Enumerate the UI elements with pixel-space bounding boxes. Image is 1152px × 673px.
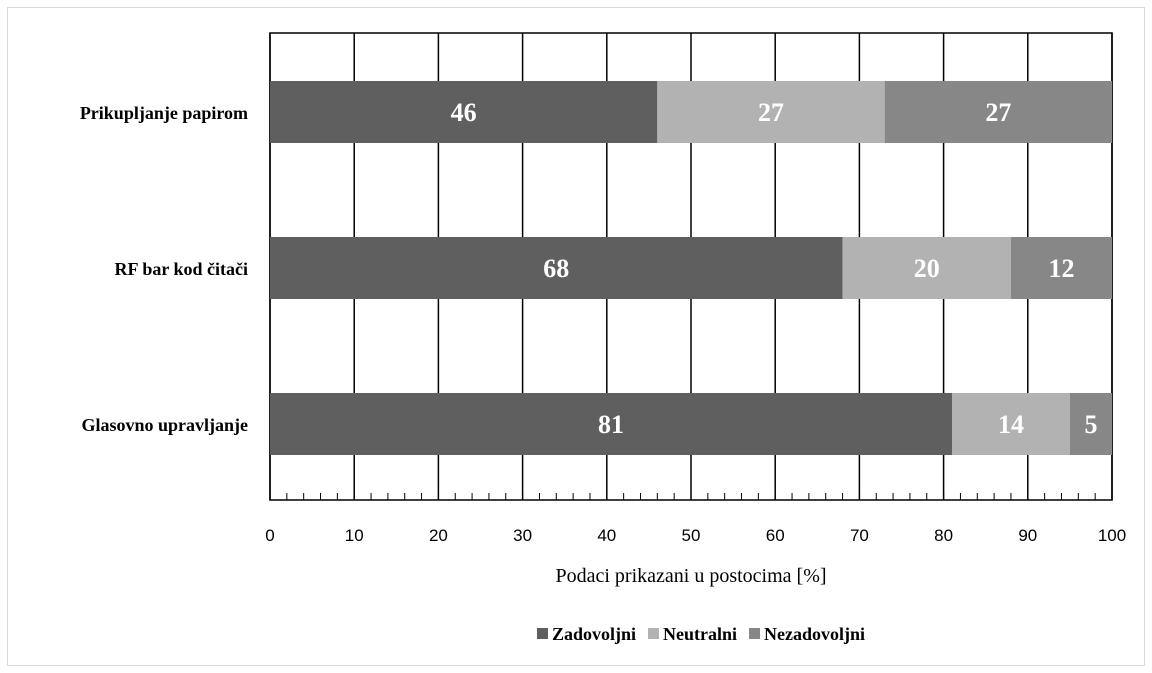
legend: Zadovoljni Neutralni Nezadovoljni — [536, 624, 865, 644]
bar-segment — [952, 393, 1070, 455]
bar-segment — [270, 393, 953, 455]
bar-segment — [1010, 237, 1112, 299]
x-tick-label: 90 — [1018, 526, 1037, 545]
category-label: Glasovno upravljanje — [81, 415, 248, 435]
legend-item: Zadovoljni — [536, 624, 636, 644]
legend-swatch — [749, 628, 761, 639]
x-tick-label: 0 — [265, 526, 274, 545]
data-label: 27 — [758, 98, 784, 127]
data-label: 27 — [985, 98, 1011, 127]
data-label: 5 — [1084, 410, 1097, 439]
bar-segment — [884, 81, 1112, 143]
bar-segment — [842, 237, 1011, 299]
data-label: 46 — [451, 98, 477, 127]
x-tick-label: 20 — [429, 526, 448, 545]
data-label: 68 — [543, 254, 569, 283]
bar-segment — [270, 237, 843, 299]
legend-item: Nezadovoljni — [749, 624, 865, 644]
axes-group: 0 10 20 30 40 50 60 70 80 90 100 Prikupljanje papir… — [80, 103, 1126, 587]
x-tick-label: 30 — [513, 526, 532, 545]
category-label: Prikupljanje papirom — [80, 103, 248, 123]
x-tick-label: 60 — [766, 526, 785, 545]
labels-group: 46 27 27 68 20 12 81 14 5 — [451, 98, 1098, 439]
data-label: 20 — [914, 254, 940, 283]
legend-swatch — [648, 628, 660, 639]
bar-segment — [270, 81, 658, 143]
data-label: 14 — [998, 410, 1024, 439]
legend-swatch — [536, 628, 548, 639]
x-tick-label: 80 — [934, 526, 953, 545]
x-tick-label: 40 — [597, 526, 616, 545]
x-tick-label: 50 — [682, 526, 701, 545]
x-tick-label: 100 — [1098, 526, 1126, 545]
data-label: 81 — [598, 410, 624, 439]
x-tick-label: 10 — [345, 526, 364, 545]
x-axis-title: Podaci prikazani u postocima [%] — [555, 565, 826, 587]
legend-label: Neutralni — [663, 624, 737, 644]
legend-item: Neutralni — [648, 624, 737, 644]
bar-segment — [1069, 393, 1112, 455]
bars-group — [270, 81, 1112, 455]
legend-label: Nezadovoljni — [764, 624, 865, 644]
bar-segment — [657, 81, 885, 143]
category-label: RF bar kod čitači — [115, 259, 249, 279]
x-tick-label: 70 — [850, 526, 869, 545]
data-label: 12 — [1048, 254, 1074, 283]
legend-label: Zadovoljni — [552, 624, 636, 644]
